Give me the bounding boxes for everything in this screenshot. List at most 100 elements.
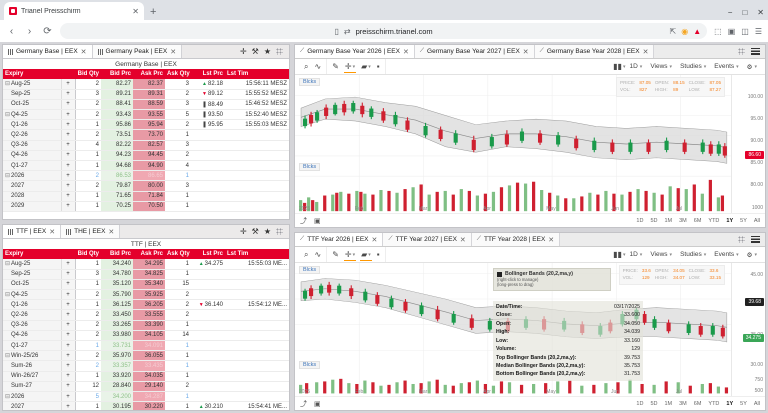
col-ask-qty[interactable]: Ask Qty [165, 69, 191, 79]
expand-row-button[interactable]: + [61, 129, 76, 141]
range-button-5d[interactable]: 5D [650, 217, 658, 224]
cell-bid-price[interactable]: 34.240 [101, 259, 133, 270]
col-bid-prc[interactable]: Bid Prc [101, 249, 133, 259]
camera-icon[interactable]: ▣ [314, 400, 321, 408]
legend-chip-price[interactable]: Blcks [299, 266, 321, 274]
views-menu[interactable]: Views ▾ [650, 251, 673, 258]
cell-ask-qty[interactable]: 1 [165, 269, 191, 280]
cell-bid-qty[interactable]: 2 [75, 170, 101, 182]
cell-ask-price[interactable]: 71.84 [133, 191, 165, 202]
expand-row-button[interactable]: + [61, 180, 76, 192]
annotate-icon[interactable]: ▰ ▾ [360, 247, 372, 262]
col-lst-tim[interactable]: Lst Tim [225, 69, 289, 79]
cell-ask-price[interactable]: 33.390 [133, 320, 165, 331]
cell-ask-qty[interactable]: 1 [165, 170, 191, 182]
cell-ask-price[interactable]: 34.105 [133, 330, 165, 342]
col-expiry[interactable]: Expiry [3, 69, 61, 79]
cell-ask-price[interactable]: 34.295 [133, 259, 165, 270]
cell-bid-qty[interactable]: 2 [75, 99, 101, 111]
expand-row-button[interactable]: + [61, 99, 76, 111]
cell-ask-price[interactable]: 88.59 [133, 99, 165, 111]
expand-row-button[interactable]: + [61, 340, 76, 352]
collections-icon[interactable]: ▣ [727, 26, 736, 36]
cell-ask-qty[interactable]: 3 [165, 79, 191, 90]
cell-ask-qty[interactable]: 1 [165, 350, 191, 362]
cell-ask-qty[interactable]: 2 [165, 289, 191, 301]
cell-ask-price[interactable]: 89.31 [133, 89, 165, 100]
cell-bid-qty[interactable]: 3 [75, 89, 101, 100]
cell-bid-qty[interactable]: 1 [75, 150, 101, 162]
drag-handle[interactable] [738, 48, 745, 55]
expand-row-button[interactable]: + [61, 360, 76, 372]
table-row[interactable]: Sep-25 +3 34.780 34.825 1 [3, 269, 289, 280]
cell-ask-qty[interactable]: 3 [165, 140, 191, 151]
favorite-icon[interactable]: ★ [263, 47, 271, 56]
table-row[interactable]: Q2-26 +2 33.450 33.555 2 [3, 309, 289, 321]
cell-ask-qty[interactable]: 1 [165, 320, 191, 331]
cell-ask-qty[interactable]: 1 [165, 371, 191, 382]
add-icon[interactable]: ✛ [239, 227, 247, 236]
range-button-1y[interactable]: 1Y [726, 400, 734, 407]
cell-ask-price[interactable]: 70.50 [133, 201, 165, 212]
cell-ask-qty[interactable]: 2 [165, 381, 191, 392]
range-button-6m[interactable]: 6M [693, 400, 702, 407]
table-row[interactable]: Q3-26 +4 82.22 82.57 3 [3, 140, 289, 151]
range-button-all[interactable]: All [753, 400, 760, 407]
range-button-1d[interactable]: 1D [636, 217, 644, 224]
address-bar[interactable]: ▯ ⇄ preisschirm.trianel.com ⇱ ◉ ▲ [60, 23, 708, 39]
add-icon[interactable]: ✛ ▾ [343, 59, 357, 74]
cell-ask-price[interactable]: 36.055 [133, 350, 165, 362]
chart-tab-2027[interactable]: ⟋ Germany Base Year 2027 | EEX ✕ [414, 45, 535, 58]
cell-bid-price[interactable]: 94.23 [101, 150, 133, 162]
y-axis-top[interactable]: 100.00 95.00 90.00 85.00 80.00 1000 86.6… [731, 75, 765, 213]
add-icon[interactable]: ✛ [239, 47, 247, 56]
cell-bid-price[interactable]: 36.125 [101, 299, 133, 311]
table-row[interactable]: ⊟2026 +2 86.53 86.65 1 [3, 170, 289, 182]
cell-bid-price[interactable]: 33.980 [101, 330, 133, 342]
y-axis-bottom[interactable]: 45.00 40.00 35.00 30.00 750 500 250 39.6… [731, 263, 765, 396]
cell-bid-price[interactable]: 93.43 [101, 109, 133, 121]
menu-icon[interactable] [751, 236, 760, 243]
col-ask-qty[interactable]: Ask Qty [165, 249, 191, 259]
menu-icon[interactable]: ☰ [754, 26, 762, 36]
range-button-all[interactable]: All [753, 217, 760, 224]
cell-bid-price[interactable]: 33.450 [101, 309, 133, 321]
col-expiry[interactable]: Expiry [3, 249, 61, 259]
expand-row-button[interactable]: + [61, 371, 76, 382]
cell-bid-price[interactable]: 82.27 [101, 79, 133, 90]
cell-ask-price[interactable]: 80.00 [133, 180, 165, 192]
expand-row-button[interactable]: + [61, 401, 76, 410]
cell-bid-price[interactable]: 30.195 [101, 401, 133, 410]
drag-handle[interactable] [738, 236, 745, 243]
col-lst-prc[interactable]: Lst Prc [191, 69, 225, 79]
col-bid-qty[interactable]: Bid Qty [75, 69, 101, 79]
settings-icon[interactable]: ⚙ ▾ [746, 63, 757, 71]
cell-ask-price[interactable]: 35.925 [133, 289, 165, 301]
table-row[interactable]: Q4-26 +1 94.23 94.45 2 [3, 150, 289, 162]
forward-icon[interactable]: › [27, 25, 32, 37]
cell-bid-qty[interactable]: 1 [75, 119, 101, 131]
drag-handle[interactable] [276, 48, 283, 55]
cell-bid-qty[interactable]: 1 [75, 340, 101, 352]
cell-ask-qty[interactable]: 1 [165, 401, 191, 410]
cell-ask-price[interactable]: 86.65 [133, 170, 165, 182]
chart-type-icon[interactable]: ▮▮ ▾ [613, 250, 626, 259]
table-row[interactable]: ⊟Aug-25 +2 82.27 82.37 3 ▲82.18 15:56:11 MESZ [3, 79, 289, 90]
cell-ask-qty[interactable]: 3 [165, 180, 191, 192]
cell-ask-qty[interactable]: 1 [165, 129, 191, 141]
cell-bid-qty[interactable]: 1 [75, 371, 101, 382]
cell-ask-qty[interactable]: 14 [165, 330, 191, 342]
group-toggle-icon[interactable]: ⊟ [5, 353, 11, 360]
table-row[interactable]: ⊟Q4-25 +2 93.43 93.55 5 ❚93.50 15:52:40 MESZ [3, 109, 289, 121]
cell-bid-qty[interactable]: 3 [75, 269, 101, 280]
tools-icon[interactable]: ⚒ [251, 227, 259, 236]
cell-bid-price[interactable]: 33.731 [101, 340, 133, 352]
table-row[interactable]: 2027 +1 30.195 30.220 1 ▲30.210 15:54:41 ME... [3, 401, 289, 410]
range-button-1d[interactable]: 1D [636, 400, 644, 407]
events-menu[interactable]: Events ▾ [714, 251, 739, 258]
cell-bid-qty[interactable]: 1 [75, 401, 101, 410]
table-row[interactable]: Sum-27 +12 28.840 29.140 2 [3, 381, 289, 392]
range-button-1y[interactable]: 1Y [726, 217, 734, 224]
chart-canvas-bottom[interactable]: Blcks Blcks Bollinger Bands (20,2,ma,y) … [295, 263, 765, 396]
legend-chip-volume[interactable]: Blcks [299, 163, 321, 171]
